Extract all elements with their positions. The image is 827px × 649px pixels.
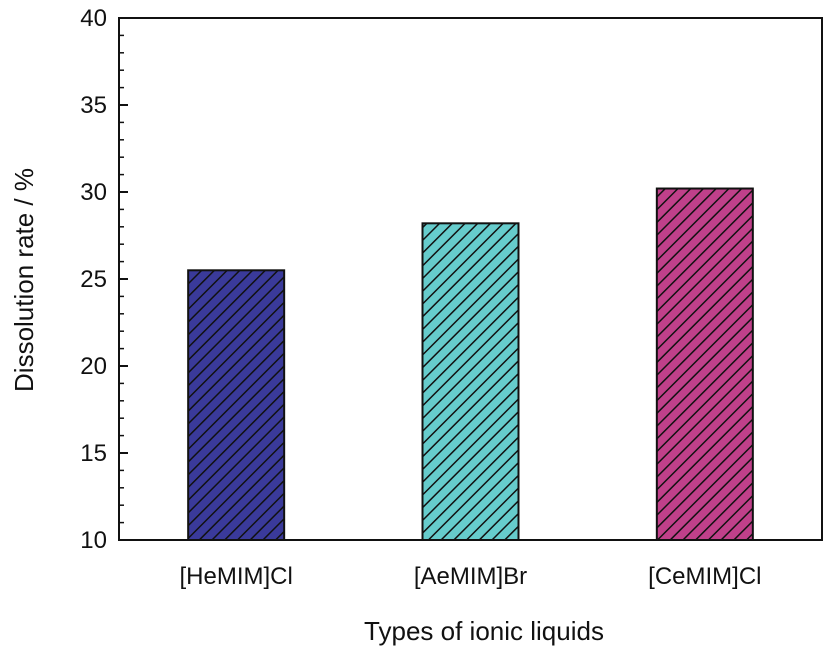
bar-2 (655, 187, 754, 542)
x-axis-category-labels: [HeMIM]Cl [AeMIM]Br [CeMIM]Cl (179, 563, 761, 590)
x-category-label: [HeMIM]Cl (179, 563, 292, 590)
y-tick-label: 30 (80, 179, 107, 206)
y-tick-label: 20 (80, 353, 107, 380)
x-category-label: [CeMIM]Cl (648, 563, 761, 590)
y-tick-label: 15 (80, 440, 107, 467)
x-category-label: [AeMIM]Br (414, 563, 527, 590)
y-axis-ticks: 10 15 20 25 30 35 40 (80, 5, 128, 554)
plot-frame (118, 17, 823, 541)
bar-1 (421, 222, 520, 541)
x-axis-title: Types of ionic liquids (364, 616, 604, 646)
y-tick-label: 35 (80, 92, 107, 119)
y-axis-title: Dissolution rate / % (9, 168, 39, 392)
bars-group (187, 187, 754, 542)
y-tick-label: 25 (80, 266, 107, 293)
y-tick-label: 40 (80, 5, 107, 32)
bar-0 (187, 269, 286, 541)
y-tick-label: 10 (80, 527, 107, 554)
